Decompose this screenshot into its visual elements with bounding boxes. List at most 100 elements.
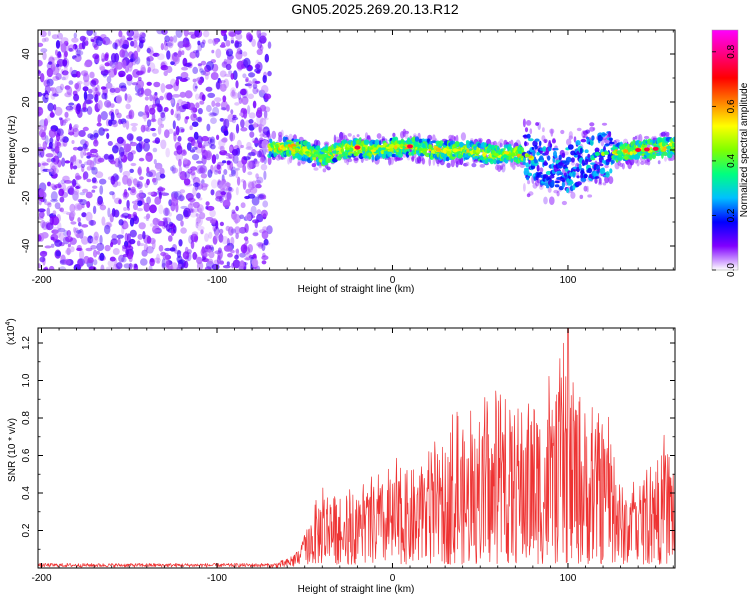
noise-blob	[211, 263, 220, 270]
ridge-highlight	[344, 147, 350, 151]
noise-blob	[190, 113, 198, 122]
noise-blob	[70, 221, 77, 225]
noise-blob	[208, 231, 213, 239]
noise-blob	[143, 138, 151, 144]
noise-blob	[198, 78, 203, 86]
noise-blob	[83, 90, 88, 101]
noise-blob	[60, 43, 67, 53]
noise-blob	[100, 86, 107, 90]
noise-blob	[178, 172, 182, 177]
noise-blob	[177, 50, 182, 58]
noise-blob	[249, 131, 255, 138]
noise-blob	[83, 150, 87, 156]
noise-blob	[153, 257, 161, 263]
noise-blob	[232, 114, 237, 119]
noise-blob	[77, 217, 81, 223]
noise-blob	[262, 200, 269, 208]
ridge-halo-blob	[526, 193, 531, 198]
noise-blob	[195, 77, 201, 81]
noise-blob	[86, 159, 93, 166]
noise-blob	[191, 153, 200, 161]
ridge-blob	[544, 160, 547, 166]
noise-blob	[75, 186, 81, 189]
noise-blob	[137, 166, 142, 176]
spectrogram-x-axis-label: Height of straight line (km)	[298, 284, 415, 295]
noise-blob	[73, 188, 80, 196]
noise-blob	[121, 212, 130, 218]
noise-blob	[51, 34, 59, 40]
ridge-highlight	[303, 148, 309, 153]
noise-blob	[95, 36, 103, 47]
noise-blob	[214, 38, 219, 45]
noise-blob	[185, 116, 190, 120]
ridge-halo-blob	[479, 164, 485, 168]
noise-blob	[195, 93, 200, 101]
ridge-blob	[596, 164, 601, 171]
ridge-halo-blob	[636, 159, 640, 167]
ridge-highlight	[295, 147, 299, 152]
noise-blob	[72, 146, 79, 151]
noise-blob	[247, 244, 253, 253]
ridge-halo-blob	[313, 167, 319, 171]
noise-blob	[118, 30, 123, 38]
ridge-blob	[553, 148, 559, 151]
ridge-halo-blob	[660, 131, 667, 137]
noise-blob	[81, 236, 89, 245]
noise-blob	[97, 114, 102, 124]
noise-blob	[99, 252, 105, 261]
noise-blob	[64, 50, 68, 58]
ridge-blob	[531, 146, 535, 150]
noise-blob	[211, 154, 217, 165]
noise-blob	[56, 53, 62, 59]
noise-blob	[152, 229, 161, 233]
ridge-halo-blob	[525, 120, 532, 126]
noise-blob	[72, 154, 77, 162]
ridge-halo-blob	[289, 154, 293, 164]
noise-blob	[252, 100, 257, 109]
noise-blob	[137, 70, 145, 74]
noise-blob	[149, 50, 155, 57]
noise-blob	[226, 261, 230, 266]
noise-blob	[76, 47, 81, 57]
ridge-blob	[534, 144, 538, 150]
ridge-highlight	[305, 151, 310, 154]
noise-blob	[66, 247, 71, 256]
snr-y-scale-exponent: 4	[5, 322, 12, 326]
noise-blob	[106, 76, 112, 84]
noise-blob	[129, 58, 134, 63]
noise-blob	[195, 49, 200, 58]
noise-blob	[248, 181, 255, 191]
noise-blob	[145, 126, 151, 132]
noise-blob	[85, 247, 93, 252]
ridge-blob	[565, 187, 570, 194]
ridge-halo-blob	[499, 165, 503, 170]
noise-blob	[153, 159, 157, 165]
noise-blob	[180, 220, 184, 227]
noise-blob	[165, 223, 171, 232]
noise-blob	[136, 240, 141, 247]
ridge-halo-blob	[543, 196, 548, 205]
noise-blob	[256, 242, 264, 247]
noise-blob	[190, 240, 195, 250]
noise-blob	[136, 181, 143, 190]
noise-blob	[79, 199, 87, 206]
ridge-halo-blob	[570, 191, 576, 199]
noise-blob	[152, 177, 157, 183]
noise-blob	[146, 213, 151, 219]
noise-blob	[158, 204, 164, 215]
colorbar-ticks: 0.0 0.2 0.4 0.6 0.8	[712, 44, 737, 277]
noise-blob	[38, 162, 41, 167]
noise-blob	[128, 110, 133, 119]
noise-blob	[96, 250, 101, 255]
ridge-halo-blob	[549, 196, 555, 205]
noise-blob	[44, 245, 52, 249]
noise-blob	[154, 92, 158, 96]
noise-blob	[183, 158, 188, 165]
ridge-highlight	[318, 154, 324, 160]
noise-blob	[127, 62, 133, 72]
ridge-peak	[643, 147, 650, 152]
noise-blob	[183, 30, 189, 37]
noise-blob	[65, 236, 73, 243]
x-tick-label: 100	[560, 275, 577, 286]
ridge-halo-blob	[561, 200, 568, 206]
